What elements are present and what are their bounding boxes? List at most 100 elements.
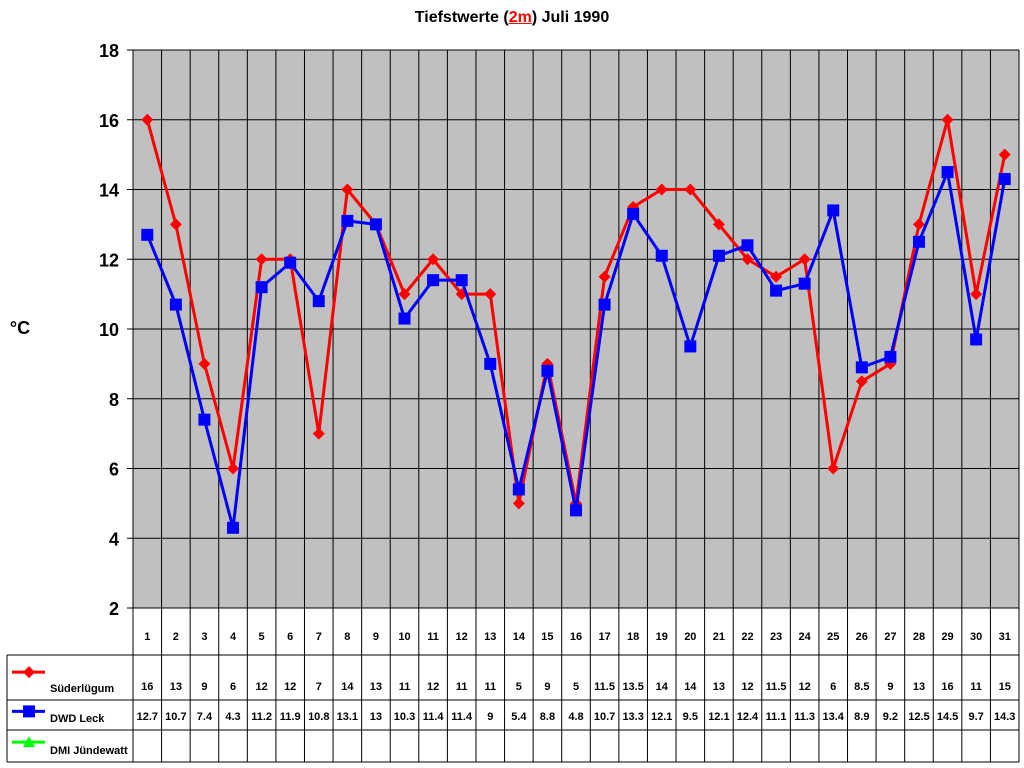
series-2-value-label: 14.5 (937, 711, 958, 723)
series-1-point (741, 253, 754, 266)
series-1-value-label: 11.5 (766, 681, 787, 693)
series-2-value-label: 9.5 (683, 711, 698, 723)
series-2-value-label: 7.4 (197, 711, 213, 723)
series-1-point (598, 270, 611, 283)
series-2-point (798, 277, 811, 290)
x-tick-label: 27 (884, 631, 896, 643)
series-1-point (855, 375, 868, 388)
series-2-value-label: 8.8 (540, 711, 555, 723)
series-1-point (998, 148, 1011, 161)
series-1-point (341, 183, 354, 196)
series-1-value-label: 14 (656, 681, 669, 693)
series-2-point (141, 228, 154, 241)
title-highlight: 2m (508, 9, 532, 26)
series-1-value-label: 16 (941, 681, 953, 693)
series-2-value-label: 12.4 (737, 711, 759, 723)
x-tick-label: 9 (373, 631, 379, 643)
x-tick-label: 4 (230, 631, 237, 643)
series-2-value-label: 13.3 (622, 711, 643, 723)
series-1-value-label: 9 (201, 681, 207, 693)
y-tick-label: 16 (99, 111, 119, 131)
x-tick-label: 28 (913, 631, 925, 643)
x-tick-label: 21 (713, 631, 725, 643)
series-1-value-label: 9 (544, 681, 550, 693)
series-1-point (684, 183, 697, 196)
series-1-point (827, 462, 840, 475)
x-tick-label: 17 (598, 631, 610, 643)
x-tick-label: 30 (970, 631, 982, 643)
series-2-point (741, 239, 754, 252)
series-2-value-label: 11.2 (251, 711, 272, 723)
series-2-point (341, 214, 354, 227)
series-2-point (512, 483, 525, 496)
series-2-value-label: 9 (487, 711, 493, 723)
title-prefix: Tiefstwerte ( (414, 9, 509, 26)
series-1-value-label: 14 (341, 681, 354, 693)
series-2-value-label: 10.8 (308, 711, 329, 723)
series-2-point (684, 340, 697, 353)
series-2-value-label: 8.9 (854, 711, 869, 723)
x-tick-label: 22 (741, 631, 753, 643)
series-2-point (312, 295, 325, 308)
series-1-value-label: 13.5 (622, 681, 643, 693)
series-1-point (770, 270, 783, 283)
series-1-value-label: 11 (399, 681, 411, 693)
series-2-point (770, 284, 783, 297)
series-2-point (884, 350, 897, 363)
series-1-value-label: 13 (170, 681, 182, 693)
series-2-value-label: 10.7 (165, 711, 186, 723)
series-1-value-label: 11 (970, 681, 982, 693)
series-1-point (655, 183, 668, 196)
series-1-value-label: 12 (799, 681, 811, 693)
series-1-point (941, 113, 954, 126)
series-1-value-label: 6 (830, 681, 836, 693)
y-tick-label: 18 (99, 41, 119, 61)
y-tick-label: 12 (99, 250, 119, 270)
series-2-point (455, 274, 468, 287)
series-1-point (312, 427, 325, 440)
series-2-value-label: 10.7 (594, 711, 615, 723)
series-2-value-label: 12.5 (908, 711, 929, 723)
series-2-point (484, 357, 497, 370)
series-1-point (198, 357, 211, 370)
x-tick-label: 24 (799, 631, 812, 643)
series-3-legend-marker (23, 736, 35, 748)
series-2-value-label: 4.3 (225, 711, 240, 723)
series-2-point (541, 364, 554, 377)
series-1-point (484, 288, 497, 301)
x-tick-label: 26 (856, 631, 868, 643)
series-3-legend-label: DMI Jündewatt (50, 745, 128, 757)
x-tick-label: 25 (827, 631, 839, 643)
series-2-point (912, 235, 925, 248)
x-tick-label: 13 (484, 631, 496, 643)
series-1-value-label: 12 (284, 681, 296, 693)
series-2-point (712, 249, 725, 262)
y-tick-label: 14 (99, 181, 119, 201)
series-2-value-label: 5.4 (511, 711, 527, 723)
x-tick-label: 12 (456, 631, 468, 643)
series-2-value-label: 9.2 (883, 711, 898, 723)
series-2-value-label: 11.9 (280, 711, 301, 723)
series-2-point (255, 281, 268, 294)
series-1-point (712, 218, 725, 231)
series-1-value-label: 11 (456, 681, 468, 693)
series-2-point (369, 218, 382, 231)
y-tick-label: 2 (109, 599, 119, 619)
series-2-value-label: 14.3 (994, 711, 1015, 723)
series-2-point (169, 298, 182, 311)
series-2-point (284, 256, 297, 269)
series-1-value-label: 12 (427, 681, 439, 693)
series-2-point (227, 521, 240, 534)
x-tick-label: 20 (684, 631, 696, 643)
x-tick-label: 3 (201, 631, 207, 643)
series-1-point (227, 462, 240, 475)
series-1-value-label: 11 (484, 681, 496, 693)
series-1-point (141, 113, 154, 126)
series-1-legend-label: Süderlügum (50, 683, 114, 695)
series-2-value-label: 4.8 (568, 711, 583, 723)
series-1-value-label: 7 (316, 681, 322, 693)
x-tick-label: 10 (398, 631, 410, 643)
series-2-point (198, 413, 211, 426)
series-2-value-label: 13.1 (337, 711, 358, 723)
title-suffix: ) Juli 1990 (531, 9, 610, 26)
